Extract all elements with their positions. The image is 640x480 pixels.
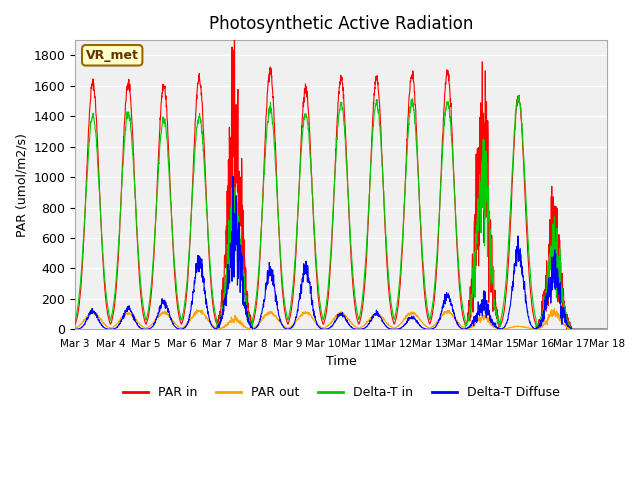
Y-axis label: PAR (umol/m2/s): PAR (umol/m2/s): [15, 133, 28, 237]
Title: Photosynthetic Active Radiation: Photosynthetic Active Radiation: [209, 15, 473, 33]
Legend: PAR in, PAR out, Delta-T in, Delta-T Diffuse: PAR in, PAR out, Delta-T in, Delta-T Dif…: [118, 381, 564, 404]
X-axis label: Time: Time: [326, 355, 356, 368]
Text: VR_met: VR_met: [86, 49, 139, 62]
